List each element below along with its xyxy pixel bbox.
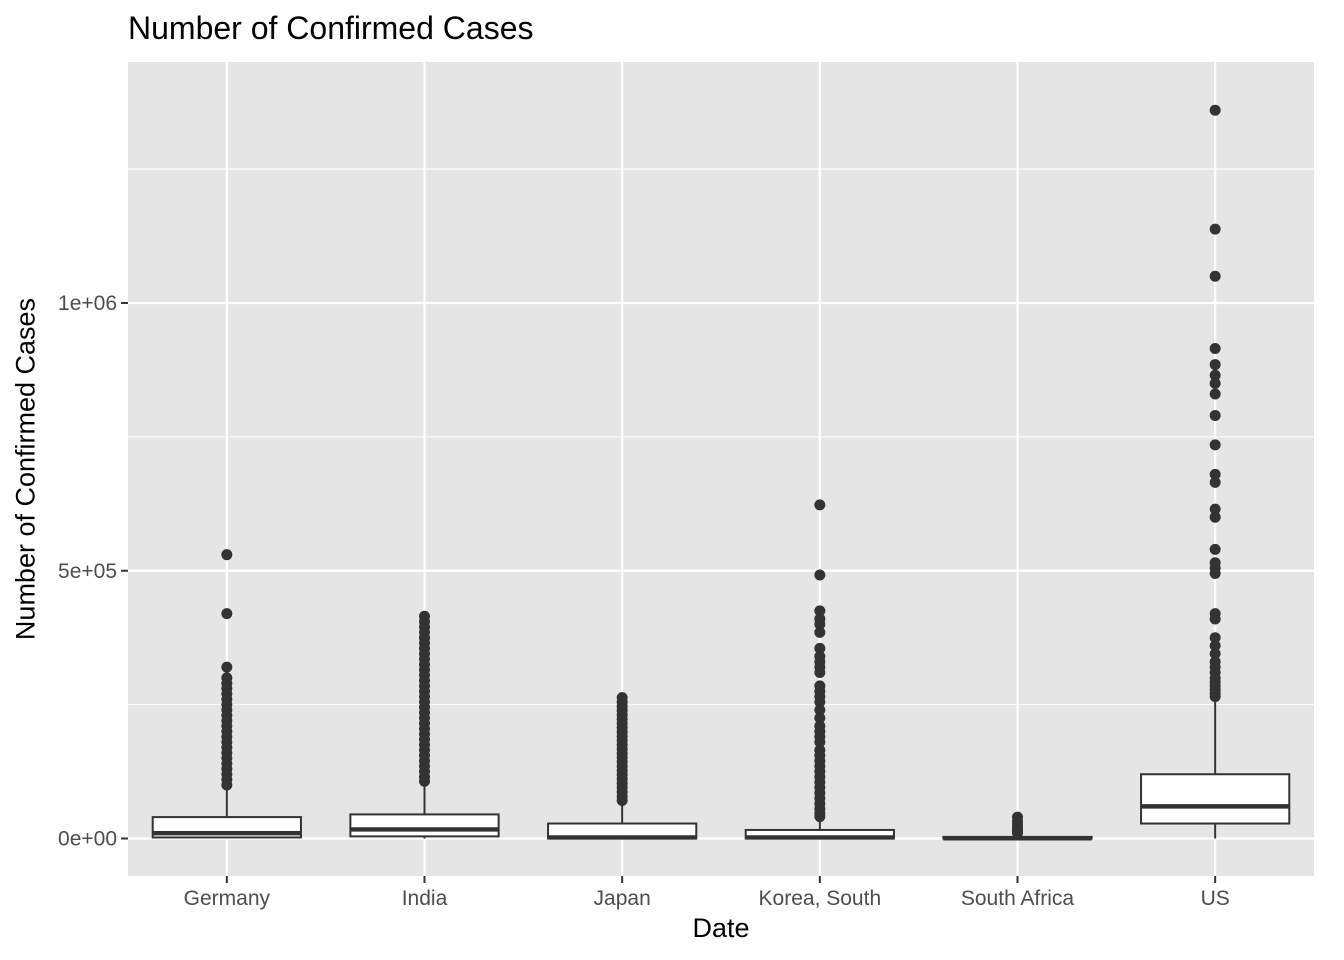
outlier-point — [1209, 613, 1221, 625]
outlier-point — [814, 499, 826, 511]
outlier-point — [1209, 388, 1221, 400]
outlier-point — [221, 661, 233, 673]
y-tick-label: 5e+05 — [58, 560, 117, 583]
outlier-point — [1209, 648, 1221, 660]
outlier-point — [1209, 439, 1221, 451]
outlier-point — [221, 549, 233, 561]
outlier-point — [814, 626, 826, 638]
outlier-point — [1209, 369, 1221, 381]
outlier-point — [1209, 343, 1221, 355]
outlier-point — [1209, 640, 1221, 652]
outlier-point — [1209, 632, 1221, 644]
outlier-point — [616, 794, 628, 806]
y-tick-label: 0e+00 — [58, 828, 117, 851]
outlier-point — [1209, 377, 1221, 389]
outlier-point — [1209, 503, 1221, 515]
x-tick-label: Germany — [184, 887, 271, 910]
outlier-point — [1012, 827, 1023, 839]
x-axis-ticks: Germany India Japan Korea, South South Afric… — [184, 876, 1230, 910]
y-axis-title: Number of Confirmed Cases — [10, 297, 41, 641]
outlier-point — [1209, 223, 1221, 235]
x-tick-label: US — [1201, 887, 1230, 910]
outlier-point — [814, 618, 826, 630]
box-germany — [151, 549, 302, 839]
outlier-point — [814, 569, 826, 581]
outlier-point — [814, 605, 826, 617]
x-tick-label: Korea, South — [759, 887, 882, 910]
x-axis-title: Date — [692, 913, 750, 943]
outlier-point — [419, 775, 430, 787]
box-japan — [547, 692, 698, 840]
outlier-point — [1209, 567, 1221, 579]
outlier-point — [1209, 511, 1221, 523]
x-tick-label: Japan — [594, 887, 651, 910]
box-us — [1140, 104, 1291, 839]
box-iqr — [349, 813, 500, 838]
outlier-point — [1209, 359, 1221, 371]
outlier-point — [1209, 468, 1221, 480]
outlier-point — [814, 736, 826, 748]
x-tick-label: India — [402, 887, 448, 910]
outlier-point — [814, 704, 826, 716]
box-south-africa — [942, 811, 1093, 841]
outlier-point — [1209, 691, 1221, 703]
x-tick-label: South Africa — [961, 887, 1075, 910]
box-plots — [151, 104, 1291, 841]
box-india — [349, 610, 500, 839]
outlier-point — [814, 642, 826, 654]
outlier-point — [1209, 270, 1221, 282]
outlier-point — [814, 712, 826, 724]
outlier-point — [221, 779, 233, 791]
outlier-point — [1209, 409, 1221, 421]
minor-gridlines — [128, 168, 1314, 706]
outlier-point — [1209, 543, 1221, 555]
outlier-point — [1209, 476, 1221, 488]
outlier-point — [814, 811, 826, 823]
outlier-point — [1209, 104, 1221, 116]
chart-title: Number of Confirmed Cases — [128, 10, 534, 46]
plot-panel-background — [128, 62, 1314, 876]
outlier-point — [221, 608, 233, 620]
y-axis-ticks: 0e+00 5e+05 1e+06 — [58, 292, 128, 851]
box-korea-south — [744, 499, 895, 840]
y-tick-label: 1e+06 — [58, 292, 117, 315]
box-iqr — [1140, 773, 1291, 825]
outlier-point — [814, 667, 826, 678]
outlier-point — [814, 696, 826, 708]
